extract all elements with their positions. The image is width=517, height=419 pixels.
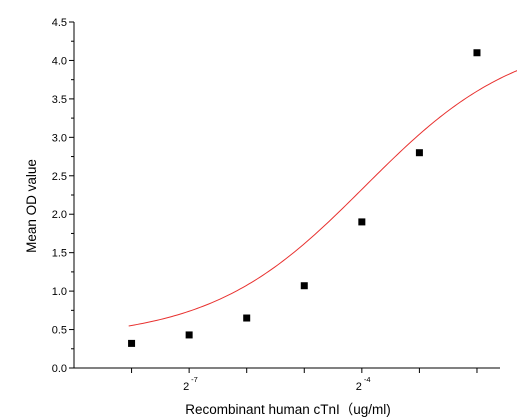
fit-curve [128, 70, 517, 327]
x-tick-label-exponent: -7 [191, 375, 198, 384]
y-tick-label: 4.0 [52, 55, 67, 67]
data-point [243, 314, 251, 322]
y-axis-title: Mean OD value [24, 159, 39, 253]
data-point [473, 49, 481, 57]
data-point [128, 339, 136, 347]
data-point [415, 149, 423, 157]
x-axis-title: Recombinant human cTnI（ug/ml) [185, 402, 391, 417]
data-point [300, 282, 308, 290]
data-points [128, 49, 481, 347]
data-point [185, 331, 193, 339]
y-tick-label: 3.5 [52, 94, 67, 106]
x-tick-label-exponent: -4 [364, 375, 371, 384]
y-tick-label: 4.5 [52, 17, 67, 29]
data-point [358, 218, 366, 226]
axes [73, 22, 500, 369]
y-tick-label: 0.0 [52, 363, 67, 375]
y-tick-label: 0.5 [52, 325, 67, 337]
y-tick-label: 1.0 [52, 286, 67, 298]
y-tick-label: 2.5 [52, 171, 67, 183]
x-tick-label-base: 2 [183, 381, 189, 393]
x-tick-label-base: 2 [356, 381, 362, 393]
x-axis-ticks: 2-72-4 [131, 368, 478, 393]
y-tick-label: 2.0 [52, 209, 67, 221]
y-axis-ticks: 0.0 0.5 1.0 1.5 2.0 2.5 3.0 3.5 4.0 4.5 [52, 17, 74, 375]
y-tick-label: 1.5 [52, 248, 67, 260]
y-tick-label: 3.0 [52, 132, 67, 144]
